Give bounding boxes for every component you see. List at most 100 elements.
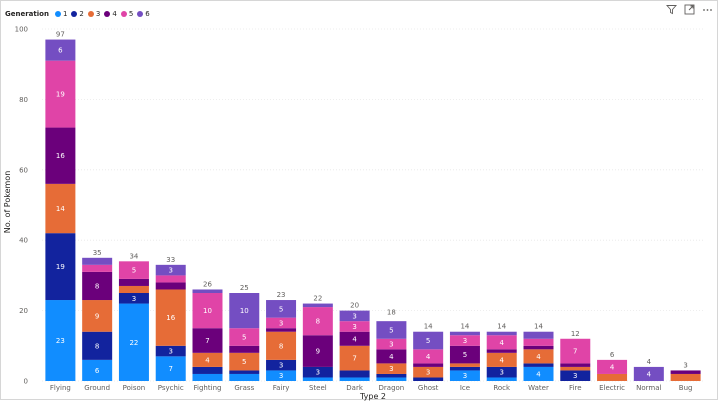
bar-segment-gen-6[interactable]: [523, 331, 554, 339]
bar-segment-gen-3[interactable]: [155, 289, 186, 346]
bar-segment-gen-1[interactable]: [155, 356, 186, 381]
bar-segment-gen-6[interactable]: [376, 321, 407, 339]
bar-segment-gen-2[interactable]: [192, 366, 223, 374]
bar-stack-fire[interactable]: 3 7 12: [560, 330, 591, 381]
bar-segment-gen-6[interactable]: [155, 264, 186, 276]
bar-segment-gen-3[interactable]: [266, 331, 297, 360]
bar-segment-gen-6[interactable]: [449, 331, 480, 336]
bar-stack-steel[interactable]: 3 9 8 22: [302, 295, 333, 381]
bar-segment-gen-3[interactable]: [229, 352, 260, 371]
bar-segment-gen-4[interactable]: [302, 335, 333, 367]
bar-segment-gen-4[interactable]: [339, 331, 370, 346]
bar-stack-ground[interactable]: 6 8 9 8 35: [82, 249, 113, 381]
bar-segment-gen-4[interactable]: [523, 345, 554, 350]
bar-stack-bug[interactable]: 3: [670, 361, 701, 381]
bar-segment-gen-5[interactable]: [192, 293, 223, 329]
bar-segment-gen-5[interactable]: [376, 338, 407, 350]
bar-segment-gen-2[interactable]: [376, 373, 407, 378]
bar-segment-gen-5[interactable]: [82, 264, 113, 272]
bar-segment-gen-6[interactable]: [266, 300, 297, 318]
bar-segment-gen-3[interactable]: [670, 373, 701, 381]
bar-segment-gen-2[interactable]: [266, 359, 297, 371]
bar-segment-gen-2[interactable]: [118, 293, 149, 304]
bar-segment-gen-6[interactable]: [82, 257, 113, 265]
bar-stack-fairy[interactable]: 3 3 8 3 5 23: [266, 291, 297, 381]
bar-stack-ice[interactable]: 3 5 3 14: [449, 323, 480, 381]
bar-segment-gen-6[interactable]: [339, 310, 370, 322]
bar-segment-gen-5[interactable]: [413, 349, 444, 364]
bar-segment-gen-2[interactable]: [339, 370, 370, 378]
legend-item-gen-2[interactable]: 2: [71, 10, 84, 18]
bar-stack-water[interactable]: 4 4 14: [523, 323, 554, 381]
bar-stack-rock[interactable]: 3 4 4 14: [486, 323, 517, 381]
bar-segment-gen-5[interactable]: [266, 317, 297, 329]
bar-segment-gen-4[interactable]: [45, 127, 76, 184]
bar-segment-gen-4[interactable]: [192, 328, 223, 353]
bar-segment-gen-6[interactable]: [486, 331, 517, 336]
bar-segment-gen-1[interactable]: [523, 366, 554, 381]
bar-segment-gen-3[interactable]: [339, 345, 370, 371]
bar-segment-gen-2[interactable]: [302, 366, 333, 378]
bar-segment-gen-4[interactable]: [670, 370, 701, 374]
bar-segment-gen-1[interactable]: [266, 370, 297, 381]
bar-segment-gen-5[interactable]: [229, 328, 260, 346]
bar-segment-gen-6[interactable]: [192, 289, 223, 293]
bar-segment-gen-6[interactable]: [633, 366, 664, 381]
bar-segment-gen-1[interactable]: [229, 373, 260, 381]
bar-segment-gen-5[interactable]: [45, 60, 76, 128]
bar-stack-ghost[interactable]: 3 4 5 14: [413, 323, 444, 381]
bar-stack-poison[interactable]: 22 3 5 34: [118, 252, 149, 381]
more-options-icon[interactable]: [702, 4, 713, 15]
bar-segment-gen-3[interactable]: [449, 363, 480, 367]
bar-segment-gen-4[interactable]: [155, 282, 186, 290]
bar-segment-gen-2[interactable]: [82, 331, 113, 360]
legend-item-gen-6[interactable]: 6: [137, 10, 150, 18]
bar-segment-gen-3[interactable]: [597, 373, 628, 381]
bar-segment-gen-1[interactable]: [486, 377, 517, 381]
bar-stack-dragon[interactable]: 3 4 3 5 18: [376, 309, 407, 381]
bar-segment-gen-3[interactable]: [45, 183, 76, 234]
bar-segment-gen-2[interactable]: [560, 370, 591, 381]
bar-stack-fighting[interactable]: 4 7 10 26: [192, 280, 223, 381]
bar-segment-gen-4[interactable]: [413, 363, 444, 367]
bar-segment-gen-1[interactable]: [449, 370, 480, 381]
bar-segment-gen-5[interactable]: [486, 335, 517, 350]
bar-segment-gen-4[interactable]: [376, 349, 407, 364]
bar-segment-gen-3[interactable]: [82, 300, 113, 332]
bar-segment-gen-5[interactable]: [597, 359, 628, 374]
bar-segment-gen-1[interactable]: [302, 377, 333, 381]
bar-segment-gen-4[interactable]: [560, 363, 591, 367]
bar-segment-gen-5[interactable]: [449, 335, 480, 346]
filter-icon[interactable]: [666, 4, 677, 15]
bar-segment-gen-3[interactable]: [413, 366, 444, 378]
bar-segment-gen-2[interactable]: [45, 233, 76, 301]
bar-segment-gen-4[interactable]: [82, 271, 113, 301]
bar-segment-gen-6[interactable]: [302, 303, 333, 308]
legend-item-gen-1[interactable]: 1: [54, 10, 67, 18]
bar-segment-gen-1[interactable]: [118, 303, 149, 381]
bar-segment-gen-4[interactable]: [449, 345, 480, 364]
bar-segment-gen-5[interactable]: [118, 261, 149, 279]
bar-segment-gen-2[interactable]: [449, 366, 480, 371]
bar-stack-flying[interactable]: 23 19 14 16 19 6 97: [45, 31, 76, 381]
bar-segment-gen-1[interactable]: [339, 377, 370, 381]
bar-segment-gen-4[interactable]: [229, 345, 260, 353]
bar-segment-gen-6[interactable]: [229, 293, 260, 329]
bar-segment-gen-6[interactable]: [45, 39, 76, 61]
bar-segment-gen-2[interactable]: [523, 363, 554, 367]
bar-segment-gen-2[interactable]: [155, 345, 186, 357]
bar-segment-gen-1[interactable]: [82, 359, 113, 381]
bar-stack-normal[interactable]: 44: [633, 358, 664, 381]
bar-stack-dark[interactable]: 7 4 3 3 20: [339, 302, 370, 381]
bar-stack-electric[interactable]: 46: [597, 351, 628, 381]
bar-segment-gen-5[interactable]: [339, 321, 370, 332]
bar-segment-gen-3[interactable]: [192, 352, 223, 367]
bar-stack-grass[interactable]: 5 5 10 25: [229, 284, 260, 381]
legend-item-gen-4[interactable]: 4: [104, 10, 117, 18]
bar-segment-gen-2[interactable]: [486, 366, 517, 378]
bar-segment-gen-4[interactable]: [118, 278, 149, 286]
bar-segment-gen-4[interactable]: [486, 349, 517, 353]
bar-segment-gen-1[interactable]: [45, 300, 76, 381]
bar-segment-gen-5[interactable]: [560, 338, 591, 364]
legend-item-gen-3[interactable]: 3: [87, 10, 100, 18]
